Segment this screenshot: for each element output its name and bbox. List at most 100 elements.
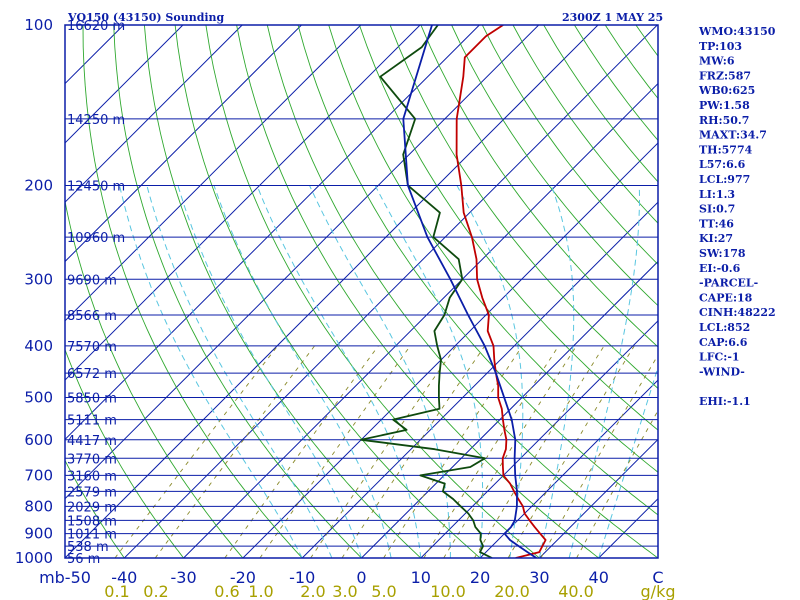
pressure-tick-label: 1000: [15, 549, 53, 567]
moist-adiabat-line: [119, 185, 303, 558]
isotherm-line: [361, 260, 658, 558]
dry-adiabat-line: [481, 25, 658, 266]
height-label: 16620 m: [67, 19, 125, 34]
height-label: 5850 m: [67, 392, 117, 407]
sounding-index-line: LCL:977: [699, 173, 750, 186]
mixing-ratio-tick-label: 2.0: [300, 582, 325, 600]
isotherm-line: [301, 201, 658, 558]
sounding-index-line: WB0:625: [698, 84, 755, 97]
sounding-index-line: WMO:43150: [698, 25, 776, 38]
sounding-index-line: MW:6: [699, 55, 735, 68]
dry-adiabat-line: [236, 25, 599, 558]
pressure-tick-label: 400: [24, 337, 53, 355]
mixing-ratio-tick-label: 5.0: [371, 582, 396, 600]
temperature-tick-label: 20: [470, 568, 490, 587]
moist-adiabat-lines: [119, 185, 658, 558]
pressure-tick-label: 300: [24, 270, 53, 288]
height-label: 2029 m: [67, 500, 117, 515]
mixing-ratio-line: [576, 409, 658, 558]
mixing-ratio-line: [423, 345, 559, 558]
isotherm-line: [65, 25, 184, 144]
moist-adiabat-line: [177, 185, 362, 558]
sounding-index-line: PW:1.58: [699, 99, 750, 112]
mixing-ratio-line: [154, 345, 315, 558]
mixing-ratio-tick-label: 0.2: [143, 582, 168, 600]
temperature-axis-labels: mb-50 -40 -30 -20 -10 0 10 20 30 40 C: [39, 568, 664, 587]
sounding-index-line: LCL:852: [699, 321, 750, 334]
isotherm-line: [539, 438, 658, 558]
mixing-ratio-tick-label: 20.0: [494, 582, 530, 600]
mixing-ratio-line: [443, 345, 577, 558]
temperature-tick-label: mb-50: [39, 568, 91, 587]
mixing-ratio-tick-label: g/kg: [641, 582, 676, 600]
isotherm-line: [65, 25, 243, 203]
height-label: 14250 m: [67, 113, 125, 128]
mixing-ratio-tick-label: 10.0: [430, 582, 466, 600]
sounding-index-line: KI:27: [699, 232, 733, 245]
dry-adiabat-line: [297, 25, 658, 516]
pressure-axis-labels: 100 200 300 400 500 600 700 800 900 1000: [15, 16, 53, 567]
mixing-ratio-line: [474, 345, 605, 558]
temperature-tick-label: -40: [111, 568, 137, 587]
dewpoint-profile-line: [360, 25, 493, 558]
mixing-ratio-line: [114, 345, 279, 558]
isotherm-line: [65, 25, 599, 558]
isotherm-line: [183, 82, 658, 558]
mixing-ratio-tick-label: 1.0: [248, 582, 273, 600]
isotherm-line: [65, 25, 302, 263]
sounding-index-line: CAPE:18: [699, 291, 753, 304]
pressure-tick-label: 200: [24, 176, 53, 194]
temperature-tick-label: 10: [411, 568, 431, 587]
sounding-index-line: LI:1.3: [699, 188, 735, 201]
isotherm-line: [123, 25, 658, 558]
temperature-tick-label: 0: [356, 568, 366, 587]
height-label: 538 m: [67, 540, 109, 555]
height-label: 3160 m: [67, 469, 117, 484]
mixing-ratio-line: [310, 345, 457, 558]
moist-adiabat-line: [456, 185, 524, 558]
sounding-index-line: TH:5774: [699, 143, 753, 156]
sounding-index-line: CAP:6.6: [699, 336, 748, 349]
pressure-tick-label: 500: [24, 389, 53, 407]
sounding-index-line: TP:103: [699, 40, 742, 53]
moist-adiabat-line: [309, 185, 451, 558]
dry-adiabat-line: [266, 25, 658, 558]
chart-title: VQ150 (43150) Sounding: [67, 11, 225, 24]
sounding-index-line: -WIND-: [699, 365, 745, 378]
height-label: 12450 m: [67, 179, 125, 194]
plot-frame: [64, 24, 659, 559]
height-label: 1508 m: [67, 514, 117, 529]
height-label: 4417 m: [67, 434, 117, 449]
isotherm-line: [65, 25, 480, 441]
mixing-ratio-tick-label: 0.1: [104, 582, 129, 600]
pressure-tick-label: 700: [24, 466, 53, 484]
sounding-profiles: [360, 25, 547, 558]
height-labels: 16620 m 14250 m 12450 m 10960 m 9690 m 8566 m…: [67, 19, 125, 567]
mixing-ratio-axis-labels: 0.1 0.2 0.6 1.0 2.0 3.0 5.0 10.0 20.0 40.0 g/kg: [104, 582, 675, 600]
mixing-ratio-tick-label: 0.6: [214, 582, 239, 600]
mixing-ratio-tick-label: 3.0: [332, 582, 357, 600]
temperature-tick-label: 30: [529, 568, 549, 587]
dry-adiabat-line: [789, 25, 800, 558]
chart-datetime: 2300Z 1 MAY 25: [562, 11, 663, 24]
height-label: 8566 m: [67, 309, 117, 324]
dry-adiabat-line: [543, 25, 658, 183]
sounding-index-line: LFC:-1: [699, 351, 740, 364]
sounding-index-line: EHI:-1.1: [699, 395, 751, 408]
moist-adiabat-line: [374, 185, 484, 558]
height-label: 2579 m: [67, 485, 117, 500]
height-label: 3770 m: [67, 452, 117, 467]
isotherm-line: [420, 320, 658, 558]
sounding-index-line: L57:6.6: [699, 158, 746, 171]
height-label: 10960 m: [67, 231, 125, 246]
isotherm-line: [65, 25, 362, 322]
dry-adiabat-line: [759, 25, 800, 558]
sounding-index-line: SW:178: [699, 247, 746, 260]
mixing-ratio-tick-label: 40.0: [558, 582, 594, 600]
isobar-lines: [65, 25, 658, 558]
moist-adiabat-line: [598, 365, 658, 558]
temperature-tick-label: -30: [171, 568, 197, 587]
height-label: 56 m: [67, 552, 100, 567]
